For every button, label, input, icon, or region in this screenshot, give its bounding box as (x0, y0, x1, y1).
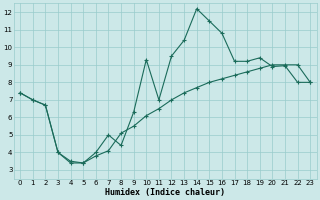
X-axis label: Humidex (Indice chaleur): Humidex (Indice chaleur) (105, 188, 225, 197)
